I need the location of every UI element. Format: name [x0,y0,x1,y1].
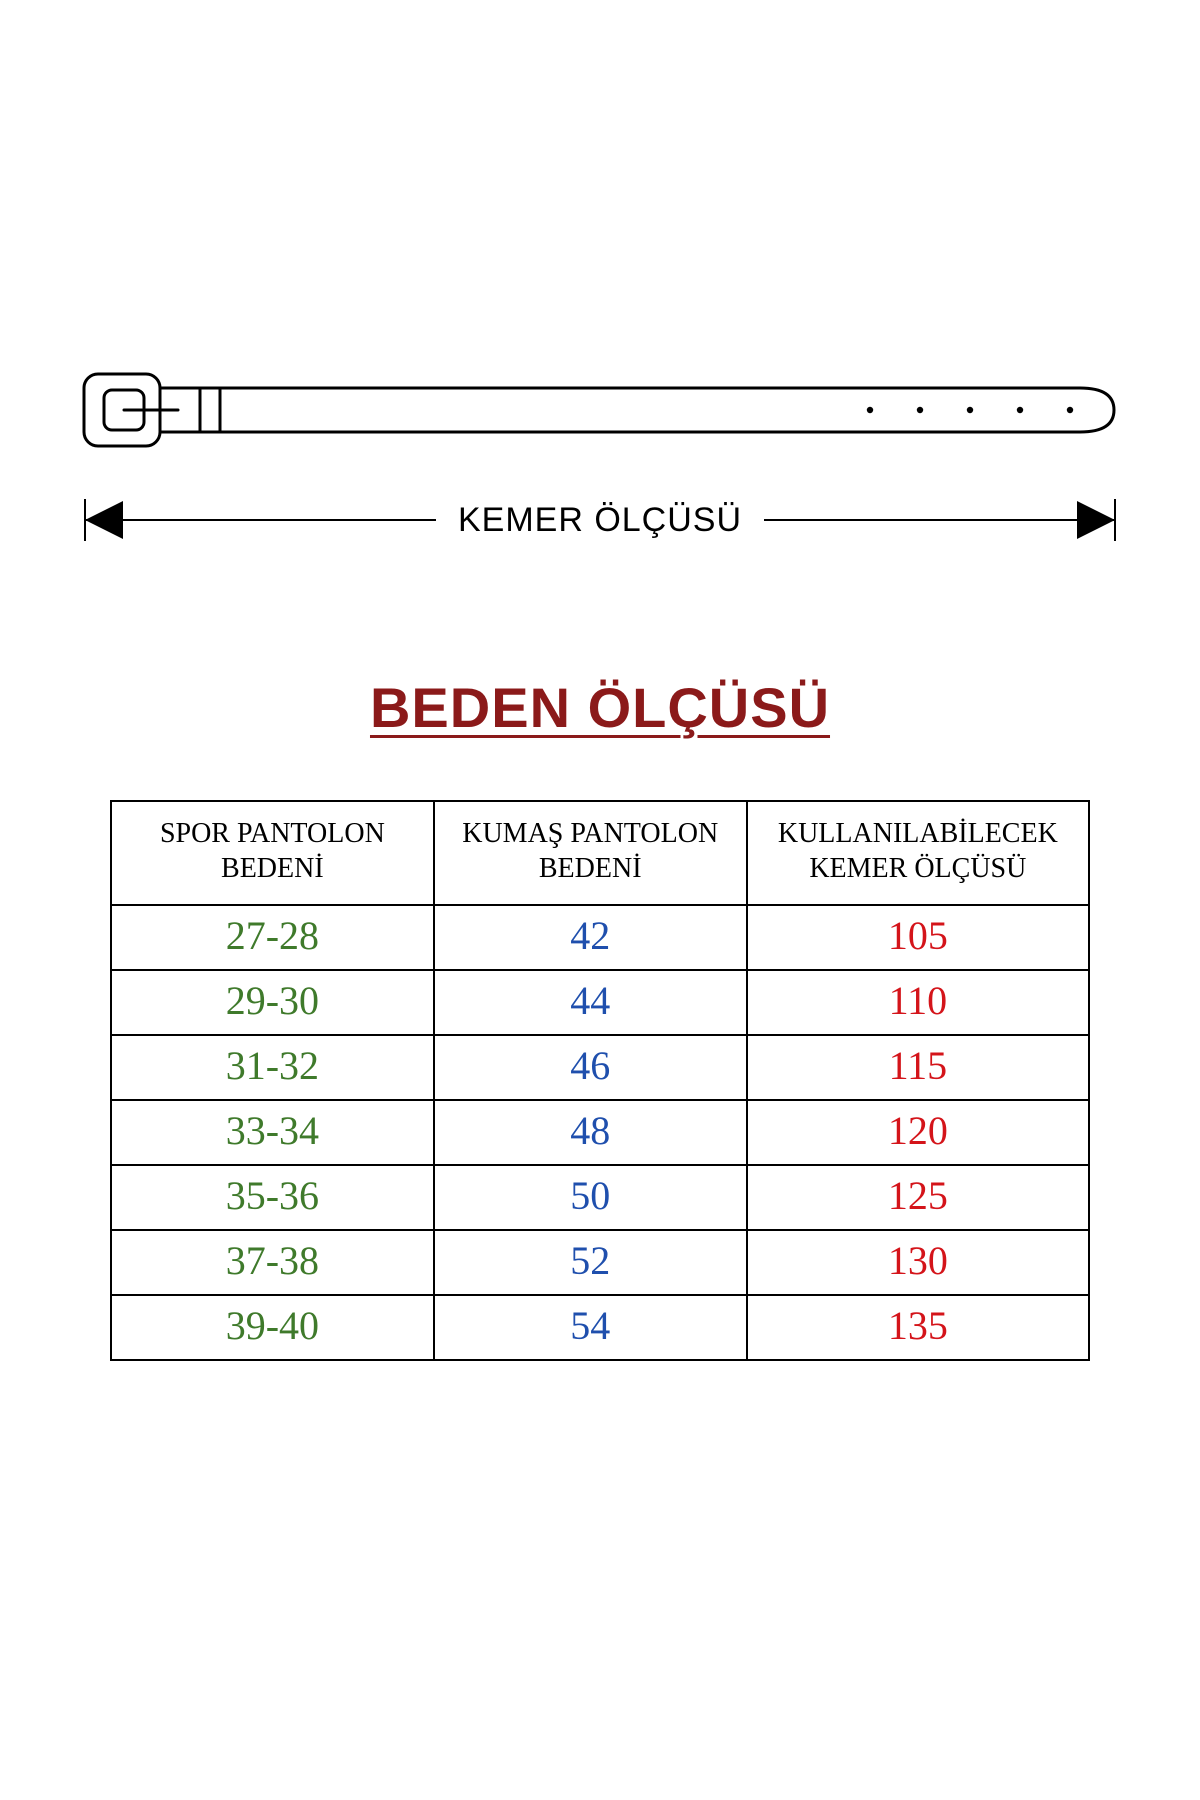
cell-belt: 110 [747,970,1089,1035]
table-row: 27-28 42 105 [111,905,1089,970]
size-table-container: SPOR PANTOLON BEDENİ KUMAŞ PANTOLON BEDE… [110,800,1090,1361]
page-title: BEDEN ÖLÇÜSÜ [0,675,1200,740]
col-header-line: BEDENİ [221,853,324,884]
size-guide-page: KEMER ÖLÇÜSÜ BEDEN ÖLÇÜSÜ SPOR PANTOLON … [0,0,1200,1800]
cell-sport: 31-32 [111,1035,434,1100]
cell-fabric: 42 [434,905,747,970]
col-header-sport-pants: SPOR PANTOLON BEDENİ [111,801,434,905]
cell-fabric: 46 [434,1035,747,1100]
cell-belt: 120 [747,1100,1089,1165]
size-table-body: 27-28 42 105 29-30 44 110 31-32 46 115 3… [111,905,1089,1360]
table-header-row: SPOR PANTOLON BEDENİ KUMAŞ PANTOLON BEDE… [111,801,1089,905]
col-header-fabric-pants: KUMAŞ PANTOLON BEDENİ [434,801,747,905]
cell-belt: 115 [747,1035,1089,1100]
col-header-belt-size: KULLANILABİLECEK KEMER ÖLÇÜSÜ [747,801,1089,905]
cell-fabric: 54 [434,1295,747,1360]
cell-sport: 29-30 [111,970,434,1035]
col-header-line: KUMAŞ PANTOLON [462,818,718,849]
col-header-line: SPOR PANTOLON [160,818,385,849]
cell-sport: 37-38 [111,1230,434,1295]
belt-measure-indicator: KEMER ÖLÇÜSÜ [50,495,1150,545]
size-table: SPOR PANTOLON BEDENİ KUMAŞ PANTOLON BEDE… [110,800,1090,1361]
cell-sport: 39-40 [111,1295,434,1360]
table-row: 39-40 54 135 [111,1295,1089,1360]
belt-icon [50,360,1150,460]
cell-sport: 33-34 [111,1100,434,1165]
arrow-right-icon [1077,501,1115,539]
col-header-line: KEMER ÖLÇÜSÜ [809,853,1026,884]
cell-sport: 27-28 [111,905,434,970]
cell-sport: 35-36 [111,1165,434,1230]
cell-belt: 130 [747,1230,1089,1295]
table-row: 35-36 50 125 [111,1165,1089,1230]
cell-fabric: 44 [434,970,747,1035]
cell-belt: 105 [747,905,1089,970]
measure-label: KEMER ÖLÇÜSÜ [436,501,764,540]
cell-fabric: 52 [434,1230,747,1295]
belt-diagram [50,360,1150,465]
cell-belt: 135 [747,1295,1089,1360]
col-header-line: BEDENİ [539,853,642,884]
cell-belt: 125 [747,1165,1089,1230]
cell-fabric: 48 [434,1100,747,1165]
table-row: 33-34 48 120 [111,1100,1089,1165]
table-row: 37-38 52 130 [111,1230,1089,1295]
col-header-line: KULLANILABİLECEK [778,818,1058,849]
measure-tick-right [1114,499,1116,541]
table-row: 29-30 44 110 [111,970,1089,1035]
cell-fabric: 50 [434,1165,747,1230]
table-row: 31-32 46 115 [111,1035,1089,1100]
